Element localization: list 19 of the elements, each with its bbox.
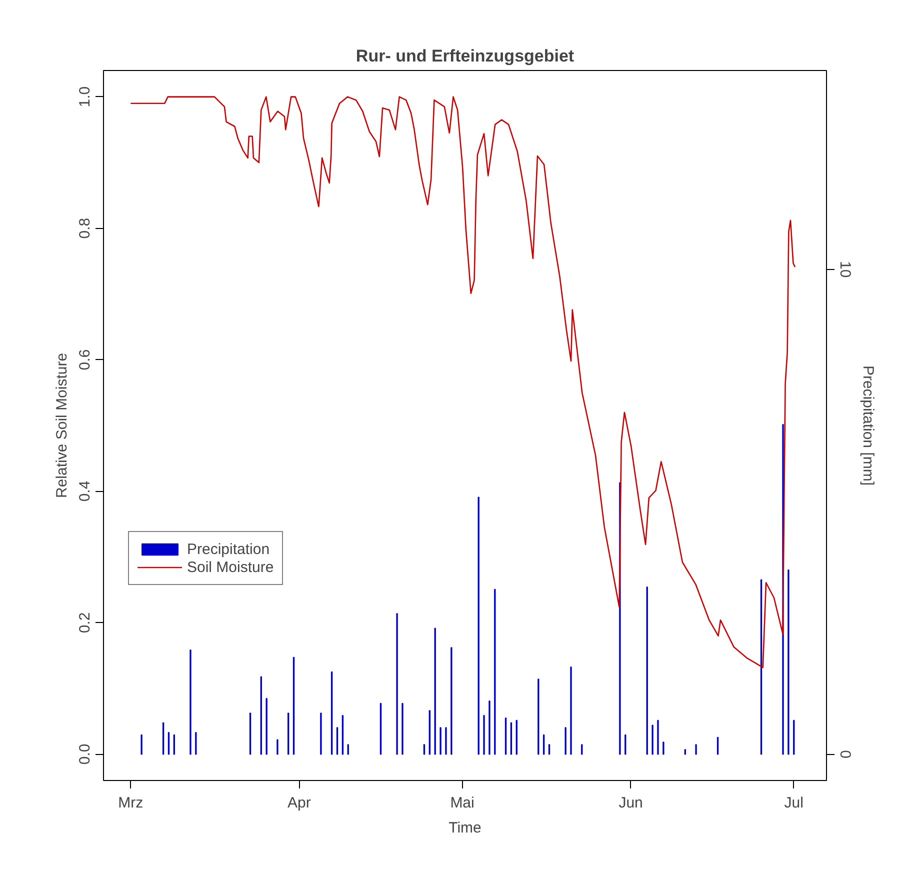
y-tick-label: 0.6 <box>76 349 94 370</box>
legend-label: Precipitation <box>187 540 270 558</box>
y-tick-label: 0.8 <box>76 218 94 239</box>
y-tick-label: 1.0 <box>76 86 94 108</box>
y2-axis-title: Precipitation [mm] <box>860 365 876 486</box>
x-tick-label: Mrz <box>118 794 144 812</box>
x-tick-label: Jul <box>784 794 804 812</box>
y-tick-label: 0.2 <box>76 612 94 634</box>
y-tick-label: 0.4 <box>76 480 94 502</box>
y2-tick-label: 0 <box>836 750 854 758</box>
y-tick-label: 0.0 <box>76 744 94 765</box>
chart-title: Rur- und Erfteinzugsgebiet <box>356 46 574 66</box>
x-tick-label: Apr <box>288 794 311 812</box>
y2-tick-label: 10 <box>836 260 854 278</box>
x-tick-label: Mai <box>450 794 474 812</box>
y-axis-title: Relative Soil Moisture <box>54 352 70 498</box>
x-axis-title: Time <box>448 820 482 836</box>
x-tick-label: Jun <box>618 794 643 812</box>
legend-label: Soil Moisture <box>187 558 274 576</box>
